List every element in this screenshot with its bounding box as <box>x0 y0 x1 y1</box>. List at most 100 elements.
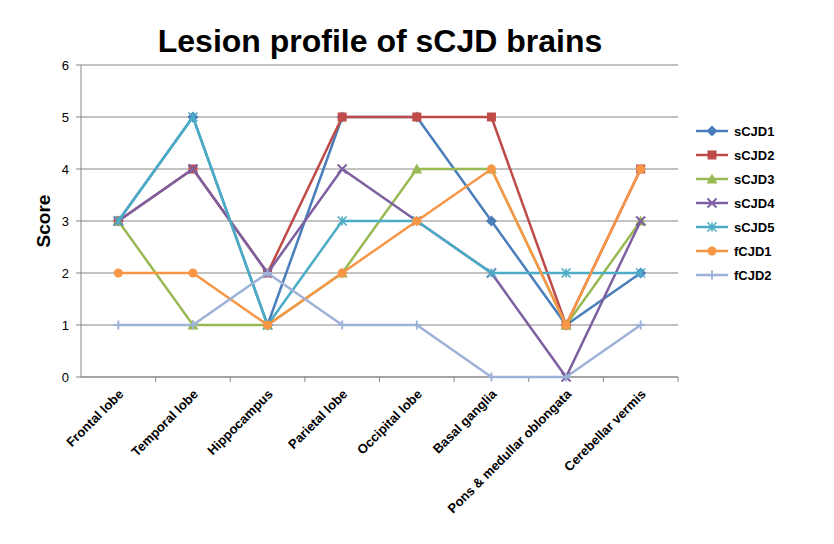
marker <box>338 321 347 330</box>
marker <box>188 165 197 174</box>
marker <box>636 217 645 226</box>
y-axis-label: Score <box>33 195 54 248</box>
tick <box>76 377 81 378</box>
grid-line <box>81 169 678 170</box>
y-axis <box>81 65 82 377</box>
marker <box>635 216 646 226</box>
legend-marker <box>708 247 717 256</box>
legend-label: sCJD2 <box>734 148 774 163</box>
marker <box>114 217 123 226</box>
tick <box>155 377 156 382</box>
marker <box>338 269 347 278</box>
background <box>0 0 834 544</box>
marker <box>562 269 571 278</box>
x-tick-label: Cerebellar vermis <box>561 387 649 475</box>
tick-label: 2 <box>62 266 69 281</box>
title: Lesion profile of sCJD brains <box>158 23 603 59</box>
legend-label: fCJD1 <box>734 244 772 259</box>
grid-line <box>81 65 678 66</box>
marker <box>337 112 348 123</box>
tick <box>230 377 231 382</box>
legend-label: sCJD1 <box>734 124 774 139</box>
marker <box>411 112 422 123</box>
marker <box>114 269 123 278</box>
marker <box>114 217 123 226</box>
marker <box>113 216 124 226</box>
series-line <box>118 169 640 325</box>
tick-label: 0 <box>62 370 69 385</box>
legend-label: sCJD3 <box>734 172 774 187</box>
tick <box>379 377 380 382</box>
marker <box>187 112 198 123</box>
series-line <box>118 169 640 325</box>
series-line <box>118 117 640 325</box>
chart: Lesion profile of sCJD brains 0 1 2 3 4 5 6 Scor… <box>0 0 834 544</box>
marker <box>486 216 497 227</box>
marker <box>412 217 421 226</box>
marker <box>188 113 197 122</box>
marker <box>562 321 571 330</box>
marker <box>263 321 272 330</box>
marker <box>338 165 347 174</box>
tick-label: 3 <box>62 214 69 229</box>
x-tick-label: Parietal lobe <box>285 387 350 452</box>
marker <box>188 321 197 330</box>
marker <box>263 321 272 330</box>
legend-label: sCJD4 <box>734 196 775 211</box>
marker <box>487 269 496 278</box>
marker <box>114 217 123 226</box>
legend-marker <box>707 174 718 184</box>
marker <box>411 164 422 174</box>
marker <box>188 165 197 174</box>
marker <box>412 113 421 122</box>
tick <box>678 377 679 382</box>
legend-marker <box>708 223 717 232</box>
tick <box>76 117 81 118</box>
marker <box>114 321 123 330</box>
marker <box>636 165 645 174</box>
tick-label: 4 <box>62 162 69 177</box>
marker <box>562 373 571 382</box>
marker <box>487 165 496 174</box>
tick-label: 1 <box>62 318 69 333</box>
legend: sCJD1 sCJD2 sCJD3 sCJD4 sCJD5 fCJD1 fCJD2 <box>696 124 775 283</box>
tick <box>76 325 81 326</box>
marker <box>636 321 645 330</box>
tick <box>454 377 455 382</box>
marker <box>412 217 421 226</box>
series-line <box>118 117 640 325</box>
x-tick-label: Hippocampus <box>204 387 275 458</box>
tick <box>76 273 81 274</box>
legend-marker <box>708 151 717 160</box>
x-tick-label: Pons & medullar oblongata <box>445 386 575 516</box>
marker <box>636 165 645 174</box>
marker <box>562 321 571 330</box>
series-line <box>118 117 640 325</box>
x-tick-label: Frontal lobe <box>63 387 126 450</box>
marker <box>338 217 347 226</box>
legend-label: sCJD5 <box>734 220 774 235</box>
marker <box>636 269 645 278</box>
x-tick-label: Temporal lobe <box>128 387 201 460</box>
tick <box>76 221 81 222</box>
tick-label: 5 <box>62 110 69 125</box>
marker <box>412 321 421 330</box>
tick <box>76 65 81 66</box>
marker <box>338 113 347 122</box>
x-tick-label: Occipital lobe <box>354 387 425 458</box>
x-tick-label: Basal ganglia <box>430 386 500 456</box>
marker <box>412 217 421 226</box>
tick <box>76 169 81 170</box>
marker <box>487 373 496 382</box>
tick <box>304 377 305 382</box>
marker <box>113 216 124 227</box>
tick-label: 6 <box>62 58 69 73</box>
legend-marker <box>708 271 717 280</box>
tick <box>603 377 604 382</box>
legend-marker <box>707 126 718 137</box>
marker <box>487 113 496 122</box>
marker <box>263 269 272 278</box>
marker <box>561 320 572 330</box>
legend-label: fCJD2 <box>734 268 772 283</box>
marker <box>188 269 197 278</box>
